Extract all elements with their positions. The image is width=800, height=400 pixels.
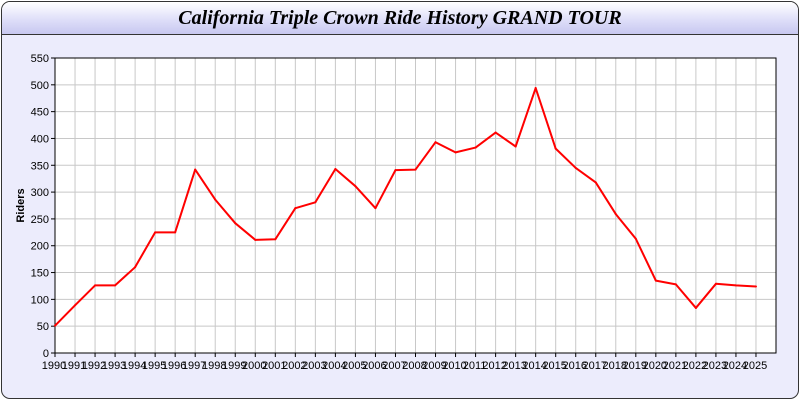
data-point <box>94 284 97 287</box>
data-point <box>594 181 597 184</box>
x-tick-label: 2006 <box>362 360 386 372</box>
data-point <box>334 168 337 171</box>
data-point <box>54 324 56 327</box>
x-tick-label: 2009 <box>422 360 446 372</box>
data-point <box>154 231 157 234</box>
x-tick-label: 2000 <box>242 360 266 372</box>
y-tick-label: 0 <box>43 348 49 360</box>
data-point <box>434 141 437 144</box>
data-point <box>514 145 517 148</box>
data-point <box>314 201 317 204</box>
y-tick-label: 350 <box>31 160 49 172</box>
data-point <box>374 207 377 210</box>
x-tick-label: 2024 <box>723 360 747 372</box>
x-tick-label: 1997 <box>182 360 206 372</box>
x-tick-label: 2016 <box>562 360 586 372</box>
x-tick-label: 1996 <box>162 360 186 372</box>
x-tick-label: 2011 <box>463 360 487 372</box>
y-tick-label: 50 <box>37 321 49 333</box>
y-tick-label: 500 <box>31 80 49 92</box>
data-point <box>694 306 697 309</box>
x-tick-label: 2007 <box>382 360 406 372</box>
x-tick-label: 2019 <box>623 360 647 372</box>
x-tick-label: 2004 <box>322 360 346 372</box>
x-tick-label: 2025 <box>743 360 767 372</box>
y-tick-label: 100 <box>31 294 49 306</box>
data-point <box>574 166 577 169</box>
data-point <box>254 238 257 241</box>
x-tick-label: 2010 <box>442 360 466 372</box>
data-point <box>454 151 457 154</box>
y-tick-label: 450 <box>31 107 49 119</box>
data-point <box>674 283 677 286</box>
data-point <box>394 169 397 172</box>
data-point <box>214 198 217 201</box>
data-point <box>294 207 297 210</box>
data-point <box>714 282 717 285</box>
data-point <box>274 238 277 241</box>
y-tick-label: 300 <box>31 187 49 199</box>
y-tick-label: 250 <box>31 214 49 226</box>
x-tick-label: 1992 <box>82 360 106 372</box>
x-tick-label: 2008 <box>402 360 426 372</box>
title-bar: California Triple Crown Ride History GRA… <box>2 2 798 35</box>
x-tick-label: 1998 <box>202 360 226 372</box>
x-tick-label: 2005 <box>342 360 366 372</box>
y-tick-label: 200 <box>31 241 49 253</box>
x-tick-label: 1999 <box>222 360 246 372</box>
x-tick-label: 1995 <box>142 360 166 372</box>
data-point <box>494 131 497 134</box>
x-tick-label: 2020 <box>643 360 667 372</box>
x-tick-label: 1991 <box>62 360 86 372</box>
x-tick-label: 2015 <box>542 360 566 372</box>
data-point <box>74 304 77 307</box>
series-line <box>54 87 757 327</box>
x-tick-label: 2022 <box>683 360 707 372</box>
x-tick-label: 2018 <box>603 360 627 372</box>
data-point <box>734 284 737 287</box>
x-tick-label: 2013 <box>502 360 526 372</box>
x-tick-label: 2003 <box>302 360 326 372</box>
data-point <box>554 147 557 150</box>
data-point <box>174 231 177 234</box>
x-tick-label: 2014 <box>522 360 546 372</box>
x-tick-label: 2002 <box>282 360 306 372</box>
data-point <box>654 279 657 282</box>
data-point <box>754 285 757 288</box>
chart-title: California Triple Crown Ride History GRA… <box>178 7 622 29</box>
y-tick-label: 400 <box>31 133 49 145</box>
data-point <box>474 146 477 149</box>
x-tick-label: 2017 <box>583 360 607 372</box>
data-point <box>414 168 417 171</box>
data-point <box>134 266 137 269</box>
x-tick-label: 1994 <box>122 360 146 372</box>
x-tick-label: 2012 <box>482 360 506 372</box>
y-axis-label: Riders <box>15 188 27 222</box>
x-tick-label: 1990 <box>42 360 66 372</box>
y-tick-label: 550 <box>31 53 49 65</box>
data-point <box>194 168 197 171</box>
x-tick-label: 1993 <box>102 360 126 372</box>
x-tick-label: 2021 <box>663 360 687 372</box>
data-point <box>234 222 237 225</box>
x-tick-label: 2001 <box>262 360 286 372</box>
data-point <box>534 87 537 90</box>
plot-border <box>54 57 777 354</box>
y-tick-label: 150 <box>31 268 49 280</box>
data-point <box>634 237 637 240</box>
data-point <box>354 185 357 188</box>
x-tick-label: 2023 <box>703 360 727 372</box>
data-point <box>114 284 117 287</box>
data-point <box>614 213 617 216</box>
